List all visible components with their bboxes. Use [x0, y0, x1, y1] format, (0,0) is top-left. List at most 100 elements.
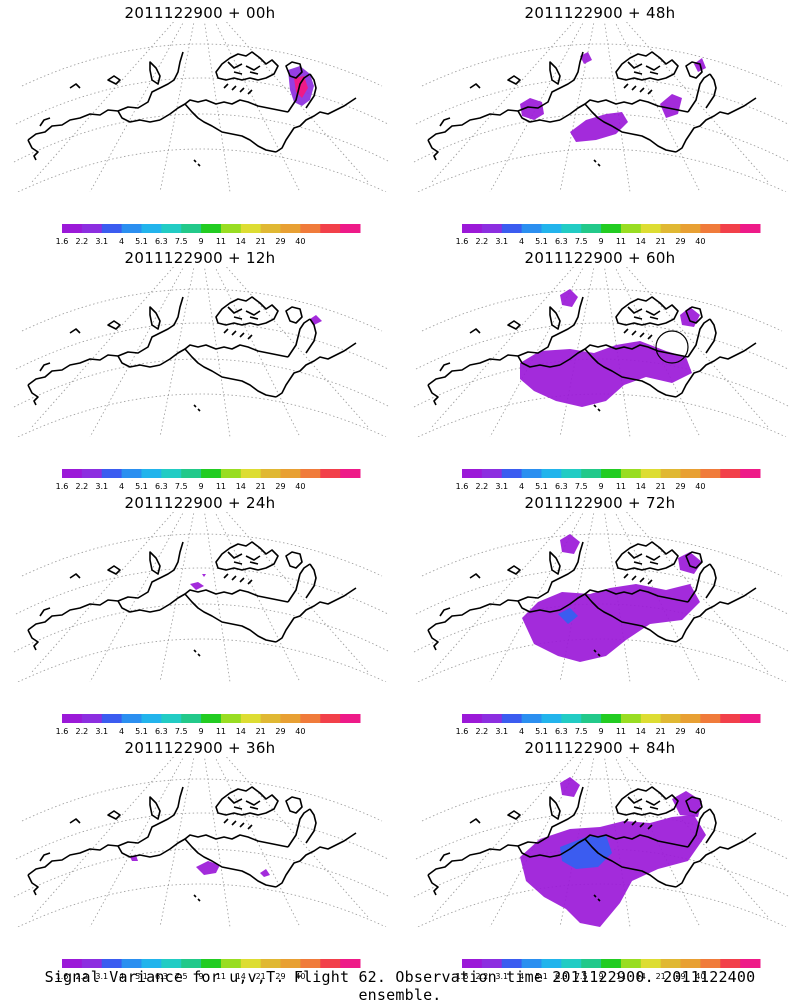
forecast-panel: 2011122900 + 60h 1.6 2.2 3.1 4 5.1 6.3 7.5 9 11 14…	[410, 245, 790, 491]
forecast-panel: 2011122900 + 36h 1.6 2.2 3.1 4 5.1 6.3 7.5 9 11 14…	[10, 735, 390, 981]
colorbar-swatch	[720, 224, 741, 233]
colorbar-swatch	[201, 224, 222, 233]
colorbar-swatch	[300, 714, 321, 723]
colorbar-tick-label: 29	[275, 237, 285, 246]
colorbar-tick-label: 40	[295, 972, 305, 981]
colorbar-swatch	[81, 469, 103, 478]
colorbar-swatch	[561, 469, 582, 478]
colorbar-tick-label: 11	[216, 482, 226, 491]
colorbar-tick-label: 40	[695, 727, 705, 736]
colorbar-swatch	[141, 224, 162, 233]
colorbar-tick-label: 11	[616, 237, 626, 246]
colorbar-swatch	[541, 224, 562, 233]
forecast-panel: 2011122900 + 84h 1.6 2.2 3.1 4 5.1 6.3 7.5 9 11 14…	[410, 735, 790, 981]
colorbar-swatch	[280, 224, 301, 233]
colorbar-swatch	[141, 714, 162, 723]
colorbar-swatch	[481, 714, 503, 723]
colorbar-swatch	[121, 714, 142, 723]
colorbar-swatch	[121, 469, 142, 478]
colorbar-tick-label: 7.5	[175, 972, 188, 981]
variance-contour	[580, 52, 592, 64]
colorbar-swatch	[240, 224, 262, 233]
panel-title: 2011122900 + 84h	[524, 739, 676, 757]
colorbar-tick-label: 9	[599, 727, 604, 736]
colorbar-swatch	[640, 224, 662, 233]
colorbar-tick-label: 6.3	[155, 237, 168, 246]
colorbar-tick-label: 1.6	[56, 237, 69, 246]
colorbar-swatch	[240, 959, 262, 968]
colorbar-tick-label: 1.6	[456, 727, 469, 736]
colorbar-tick-label: 5.1	[535, 972, 548, 981]
colorbar-swatch	[462, 224, 483, 233]
colorbar: 1.6 2.2 3.1 4 5.1 6.3 7.5 9 11 14 21 29 40	[456, 469, 761, 491]
colorbar-tick-label: 14	[236, 482, 246, 491]
colorbar-swatch	[680, 224, 701, 233]
forecast-panel: 2011122900 + 12h 1.6 2.2 3.1 4 5.1 6.3 7.5 9 11 14…	[10, 245, 390, 491]
colorbar: 1.6 2.2 3.1 4 5.1 6.3 7.5 9 11 14 21 29 40	[56, 714, 361, 736]
colorbar-swatch	[161, 224, 182, 233]
colorbar-swatch	[81, 224, 103, 233]
colorbar-tick-label: 14	[636, 972, 646, 981]
colorbar-swatch	[740, 959, 761, 968]
colorbar-tick-label: 1.6	[456, 972, 469, 981]
colorbar-swatch	[501, 224, 523, 233]
colorbar-swatch	[481, 224, 503, 233]
colorbar-swatch	[720, 714, 741, 723]
colorbar-swatch	[161, 714, 182, 723]
colorbar: 1.6 2.2 3.1 4 5.1 6.3 7.5 9 11 14 21 29 40	[56, 224, 361, 246]
colorbar-swatch	[700, 469, 721, 478]
colorbar-tick-label: 40	[695, 237, 705, 246]
colorbar-tick-label: 21	[656, 237, 666, 246]
colorbar-swatch	[320, 469, 341, 478]
colorbar-swatch	[181, 714, 202, 723]
colorbar-swatch	[240, 469, 262, 478]
colorbar-tick-label: 6.3	[155, 482, 168, 491]
colorbar-tick-label: 3.1	[95, 237, 108, 246]
colorbar-swatch	[581, 959, 602, 968]
colorbar-swatch	[320, 959, 341, 968]
colorbar-swatch	[280, 714, 301, 723]
colorbar-tick-label: 9	[199, 237, 204, 246]
colorbar: 1.6 2.2 3.1 4 5.1 6.3 7.5 9 11 14 21 29 40	[456, 959, 761, 981]
colorbar: 1.6 2.2 3.1 4 5.1 6.3 7.5 9 11 14 21 29 40	[56, 959, 361, 981]
colorbar-swatch	[62, 224, 83, 233]
colorbar-tick-label: 3.1	[95, 972, 108, 981]
colorbar-tick-label: 4	[519, 727, 524, 736]
colorbar-tick-label: 11	[616, 727, 626, 736]
colorbar-tick-label: 2.2	[76, 482, 89, 491]
colorbar-swatch	[320, 224, 341, 233]
variance-contour	[678, 552, 702, 574]
colorbar-tick-label: 14	[236, 727, 246, 736]
colorbar-tick-label: 7.5	[175, 237, 188, 246]
colorbar-swatch	[240, 714, 262, 723]
colorbar-swatch	[260, 714, 282, 723]
map-panel	[13, 757, 390, 927]
map-panel	[13, 267, 390, 437]
colorbar-swatch	[220, 959, 242, 968]
colorbar-swatch	[521, 959, 542, 968]
variance-contour	[520, 98, 544, 120]
colorbar-tick-label: 2.2	[476, 727, 489, 736]
colorbar-swatch	[601, 469, 622, 478]
colorbar-swatch	[501, 714, 523, 723]
colorbar-swatch	[581, 469, 602, 478]
colorbar-tick-label: 3.1	[495, 972, 508, 981]
colorbar-swatch	[220, 469, 242, 478]
colorbar-swatch	[101, 469, 123, 478]
colorbar-tick-label: 6.3	[555, 727, 568, 736]
map-panel	[413, 757, 790, 927]
colorbar-tick-label: 29	[275, 972, 285, 981]
colorbar-tick-label: 14	[636, 727, 646, 736]
colorbar-swatch	[201, 469, 222, 478]
colorbar-swatch	[740, 714, 761, 723]
colorbar-tick-label: 1.6	[56, 727, 69, 736]
colorbar-swatch	[280, 469, 301, 478]
colorbar-tick-label: 40	[295, 482, 305, 491]
colorbar-swatch	[720, 469, 741, 478]
variance-contour	[260, 869, 270, 877]
colorbar-swatch	[141, 959, 162, 968]
colorbar-tick-label: 14	[236, 237, 246, 246]
map-panel	[413, 22, 790, 192]
colorbar-tick-label: 1.6	[456, 237, 469, 246]
colorbar: 1.6 2.2 3.1 4 5.1 6.3 7.5 9 11 14 21 29 40	[456, 714, 761, 736]
